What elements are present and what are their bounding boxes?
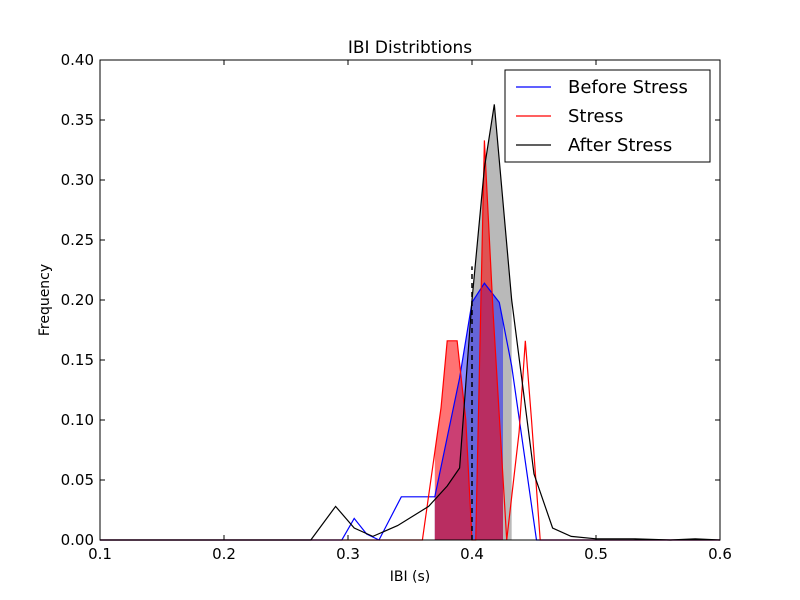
series-fills: [434, 104, 512, 541]
chart-title: IBI Distribtions: [348, 38, 472, 58]
legend-label-0: Before Stress: [568, 77, 688, 98]
series-lines: [100, 104, 721, 541]
y-axis-ticks: 0.00 0.05 0.10 0.15 0.20 0.25 0.30 0.35 0.40: [61, 51, 720, 549]
x-tick-label: 0.4: [460, 545, 484, 563]
y-tick-label: 0.10: [61, 411, 94, 429]
x-tick-label: 0.2: [212, 545, 236, 563]
x-tick-label: 0.6: [708, 545, 732, 563]
series-line-0: [100, 282, 720, 541]
x-tick-label: 0.5: [584, 545, 608, 563]
y-axis-label: Frequency: [37, 264, 53, 336]
y-tick-label: 0.25: [61, 231, 94, 249]
legend-label-2: After Stress: [568, 135, 672, 156]
x-tick-label: 0.1: [88, 545, 112, 563]
legend: Before Stress Stress After Stress: [504, 69, 711, 163]
series-line-1: [100, 140, 720, 541]
y-tick-label: 0.40: [61, 51, 94, 69]
y-tick-label: 0.05: [61, 471, 94, 489]
y-tick-label: 0.15: [61, 351, 94, 369]
series-fill-1: [434, 140, 503, 540]
y-tick-label: 0.00: [61, 531, 94, 549]
y-tick-label: 0.30: [61, 171, 94, 189]
x-axis-ticks: 0.1 0.2 0.3 0.4 0.5 0.6: [88, 60, 732, 563]
x-tick-label: 0.3: [336, 545, 360, 563]
y-tick-label: 0.20: [61, 291, 94, 309]
legend-label-1: Stress: [568, 106, 623, 127]
y-tick-label: 0.35: [61, 111, 94, 129]
series-line-2: [100, 104, 721, 541]
x-axis-label: IBI (s): [390, 569, 431, 585]
